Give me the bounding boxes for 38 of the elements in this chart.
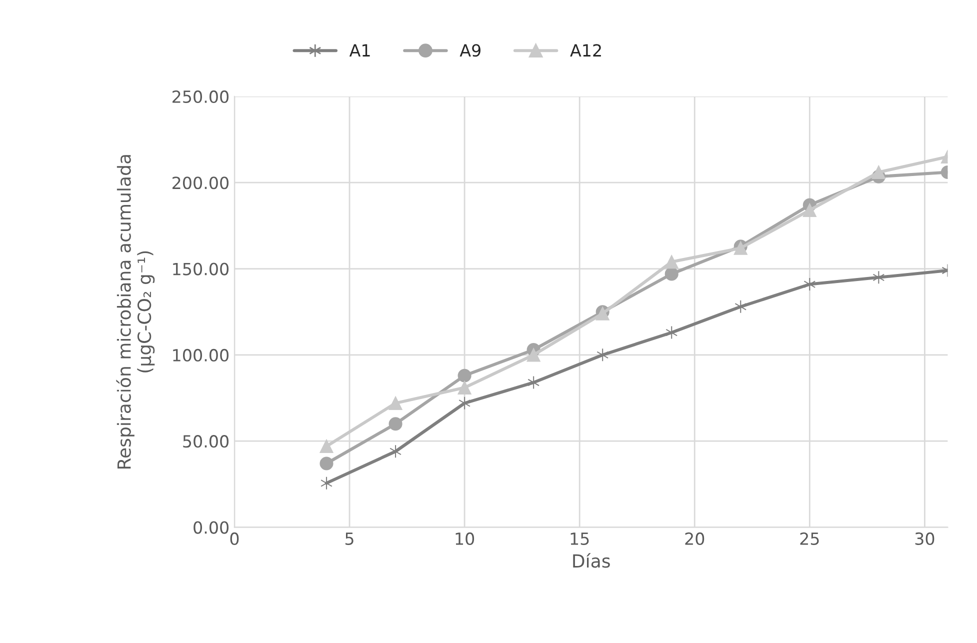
point: [802, 203, 816, 217]
point: [872, 166, 886, 180]
x-tick-label: 25: [800, 532, 819, 546]
x-tick-label: 30: [915, 532, 934, 546]
point: [320, 456, 334, 470]
legend-label: A9: [460, 44, 480, 57]
x-tick-label: 5: [346, 532, 354, 546]
point: [458, 396, 470, 410]
legend-label: A1: [349, 44, 370, 56]
x-tick-label: 0: [230, 532, 239, 546]
y-tick-label: 250.00: [172, 90, 229, 104]
point: [320, 476, 332, 490]
point: [528, 376, 540, 390]
point: [526, 348, 540, 362]
y-tick-label: 150.00: [173, 262, 229, 276]
point: [804, 278, 816, 292]
point: [872, 270, 885, 284]
y-tick-label: 0.00: [194, 521, 229, 534]
y-tick-label: 100.00: [173, 348, 229, 362]
x-axis-title: Días: [573, 553, 610, 568]
x-tick-label: 20: [685, 532, 704, 546]
point: [666, 326, 678, 340]
point: [458, 380, 472, 394]
y-tick-label: 200.00: [172, 176, 229, 190]
x-tick-label: 10: [456, 532, 474, 546]
point: [596, 348, 609, 362]
legend-label: A12: [570, 44, 601, 56]
point: [320, 440, 334, 454]
point: [664, 267, 678, 281]
point: [734, 300, 747, 314]
y-axis-title: Respiración microbiana acumulada (µgC-CO₂ g⁻¹): [116, 155, 155, 469]
y-tick-label: 50.00: [183, 435, 229, 448]
point: [458, 368, 472, 382]
point: [388, 396, 402, 410]
point: [390, 444, 402, 458]
point: [664, 255, 678, 269]
point: [388, 417, 402, 431]
x-tick-label: 15: [570, 532, 589, 546]
